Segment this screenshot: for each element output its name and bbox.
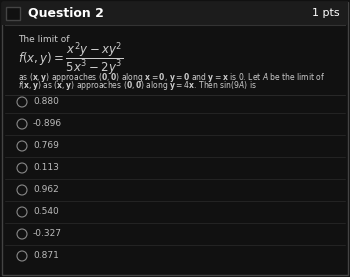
Text: 0.540: 0.540 (33, 207, 59, 217)
Text: 0.113: 0.113 (33, 163, 59, 173)
Text: 0.880: 0.880 (33, 98, 59, 106)
Text: $f(\mathbf{x}, \mathbf{y})$ as $(\mathbf{x}, \mathbf{y})$ approaches $(\mathbf{0: $f(\mathbf{x}, \mathbf{y})$ as $(\mathbf… (18, 79, 257, 93)
Text: 0.769: 0.769 (33, 142, 59, 150)
Text: -0.896: -0.896 (33, 119, 62, 129)
FancyBboxPatch shape (2, 2, 348, 25)
Text: -0.327: -0.327 (33, 230, 62, 238)
FancyBboxPatch shape (2, 2, 348, 275)
Text: as $(\mathbf{x}, \mathbf{y})$ approaches $(\mathbf{0}, \mathbf{0})$ along $\math: as $(\mathbf{x}, \mathbf{y})$ approaches… (18, 71, 326, 84)
Text: 0.962: 0.962 (33, 186, 59, 194)
Text: The limit of: The limit of (18, 35, 70, 43)
FancyBboxPatch shape (6, 7, 20, 20)
Text: 1 pts: 1 pts (312, 9, 340, 19)
Text: $f(x, y) = \dfrac{x^2y - xy^2}{5x^3 - 2y^3}$: $f(x, y) = \dfrac{x^2y - xy^2}{5x^3 - 2y… (18, 40, 123, 78)
Text: Question 2: Question 2 (28, 7, 104, 20)
Text: 0.871: 0.871 (33, 252, 59, 260)
